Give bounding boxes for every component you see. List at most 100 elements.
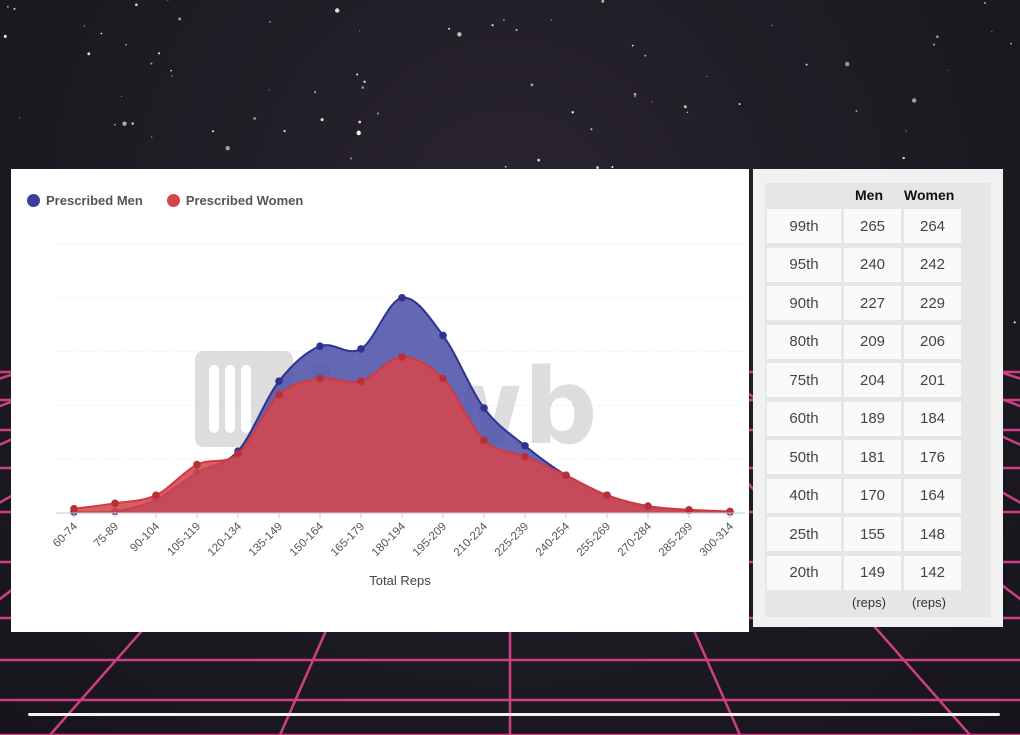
women-value: 184 [904, 401, 961, 436]
percentile-label: 75th [767, 363, 841, 397]
data-point-men[interactable] [439, 331, 447, 340]
star [150, 62, 153, 65]
star [502, 18, 505, 21]
watermark-logo-bar [209, 365, 219, 433]
home-indicator-bar[interactable] [28, 713, 1000, 716]
data-point-women[interactable] [275, 390, 283, 399]
star [157, 52, 161, 55]
star [631, 44, 634, 47]
star [314, 91, 317, 94]
star [504, 165, 507, 168]
star [601, 0, 605, 3]
data-point-women[interactable] [152, 491, 160, 500]
star [947, 69, 949, 71]
star [855, 110, 858, 113]
star [991, 31, 993, 32]
data-point-women[interactable] [398, 353, 406, 361]
x-tick-label: 240-254 [534, 520, 573, 559]
data-point-men[interactable] [316, 342, 324, 351]
star [515, 28, 518, 31]
star [683, 105, 687, 109]
star [845, 61, 850, 67]
men-value: 204 [844, 363, 901, 397]
percentile-label: 60th [767, 401, 841, 436]
star [225, 146, 230, 151]
data-point-women[interactable] [111, 499, 119, 508]
data-point-women[interactable] [603, 491, 611, 500]
unit-label-men: (reps) [852, 595, 886, 610]
data-point-women[interactable] [480, 436, 488, 445]
men-value: 265 [844, 209, 901, 243]
percentile-label: 40th [767, 478, 841, 513]
star [13, 7, 16, 10]
star [376, 112, 380, 115]
star [571, 111, 574, 114]
men-value: 209 [844, 324, 901, 359]
data-point-women[interactable] [234, 450, 242, 458]
data-point-men[interactable] [480, 404, 488, 412]
women-value: 206 [904, 324, 961, 359]
women-value: 201 [904, 363, 961, 397]
star [3, 34, 7, 38]
men-value: 181 [844, 440, 901, 474]
legend-label-men: Prescribed Men [46, 193, 143, 208]
star [269, 21, 271, 23]
data-point-men[interactable] [398, 294, 406, 302]
star [363, 80, 366, 83]
data-point-women[interactable] [521, 452, 529, 461]
star [448, 27, 451, 30]
watermark-logo-bar [225, 365, 235, 433]
men-value: 170 [844, 478, 901, 513]
data-point-men[interactable] [275, 377, 283, 385]
unit-label-women: (reps) [912, 595, 946, 610]
chart-legend: Prescribed Men Prescribed Women [27, 193, 303, 208]
star [114, 123, 116, 126]
men-value: 149 [844, 555, 901, 590]
star [457, 32, 462, 37]
star [350, 157, 353, 160]
data-point-women[interactable] [193, 460, 201, 469]
grid-perspective-line [999, 370, 1020, 380]
percentile-table-panel: Men Women (reps) (reps) 99th 265 264 95th 24… [753, 169, 1003, 627]
x-tick-label: 270-284 [616, 520, 655, 559]
star [125, 43, 127, 46]
women-value: 164 [904, 478, 961, 513]
data-point-women[interactable] [357, 377, 365, 385]
data-point-women[interactable] [316, 374, 324, 383]
x-tick-label: 135-149 [247, 521, 285, 559]
percentile-label: 90th [767, 286, 841, 320]
data-point-women[interactable] [644, 502, 652, 510]
star [596, 166, 599, 170]
star [611, 166, 614, 168]
data-point-men[interactable] [357, 345, 365, 353]
star [984, 2, 986, 4]
data-point-women[interactable] [70, 504, 78, 513]
legend-item-men[interactable]: Prescribed Men [27, 193, 143, 208]
legend-dot-men [27, 194, 40, 207]
x-tick-label: 195-209 [411, 521, 449, 559]
chart-panel: btwb60-7475-8990-104105-119120-134135-14… [11, 169, 749, 632]
watermark-logo-bar [241, 365, 251, 433]
star [151, 136, 153, 138]
data-point-men[interactable] [521, 441, 529, 450]
data-point-women[interactable] [685, 505, 693, 514]
star [335, 8, 340, 13]
star [902, 156, 905, 160]
star [651, 101, 653, 103]
legend-item-women[interactable]: Prescribed Women [166, 193, 303, 208]
star [122, 121, 127, 126]
distribution-chart: btwb60-7475-8990-104105-119120-134135-14… [51, 243, 745, 588]
star [358, 120, 362, 124]
x-tick-label: 180-194 [370, 520, 409, 559]
percentile-label: 95th [767, 247, 841, 282]
percentile-label: 50th [767, 440, 841, 474]
star [211, 130, 215, 133]
star [283, 129, 286, 133]
data-point-women[interactable] [562, 471, 570, 480]
men-value: 189 [844, 401, 901, 436]
star [912, 98, 917, 103]
data-point-women[interactable] [439, 374, 447, 383]
x-tick-label: 75-89 [92, 521, 121, 550]
x-tick-label: 285-299 [657, 521, 695, 559]
men-value: 240 [844, 247, 901, 282]
